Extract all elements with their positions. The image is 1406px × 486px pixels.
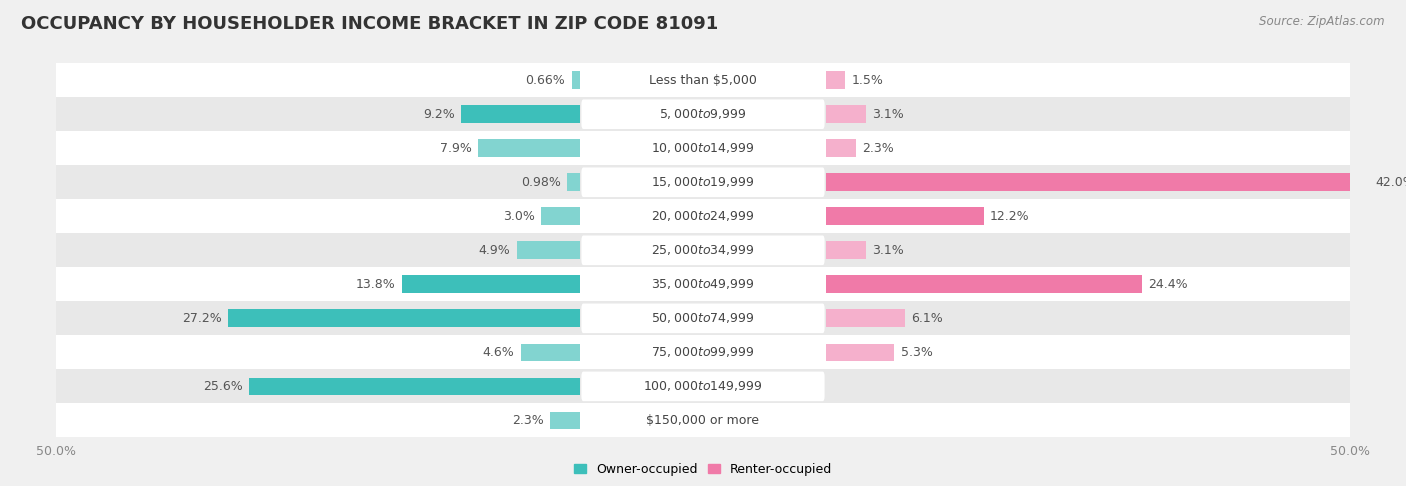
- Text: Source: ZipAtlas.com: Source: ZipAtlas.com: [1260, 15, 1385, 28]
- Text: 13.8%: 13.8%: [356, 278, 395, 291]
- Text: 7.9%: 7.9%: [440, 142, 471, 155]
- Bar: [402, 276, 581, 293]
- Text: 3.0%: 3.0%: [503, 210, 534, 223]
- Bar: [825, 105, 866, 123]
- Text: $75,000 to $99,999: $75,000 to $99,999: [651, 346, 755, 359]
- Text: 9.2%: 9.2%: [423, 108, 454, 121]
- Text: $150,000 or more: $150,000 or more: [647, 414, 759, 427]
- Bar: [56, 63, 1350, 97]
- Text: 12.2%: 12.2%: [990, 210, 1029, 223]
- Text: $15,000 to $19,999: $15,000 to $19,999: [651, 175, 755, 189]
- Text: $100,000 to $149,999: $100,000 to $149,999: [644, 380, 762, 393]
- Legend: Owner-occupied, Renter-occupied: Owner-occupied, Renter-occupied: [574, 463, 832, 476]
- Bar: [520, 344, 581, 361]
- FancyBboxPatch shape: [582, 372, 824, 401]
- Text: 25.6%: 25.6%: [202, 380, 242, 393]
- Text: $25,000 to $34,999: $25,000 to $34,999: [651, 243, 755, 257]
- Bar: [825, 344, 894, 361]
- Bar: [825, 242, 866, 259]
- Text: 4.6%: 4.6%: [482, 346, 515, 359]
- Bar: [56, 165, 1350, 199]
- Text: 3.1%: 3.1%: [873, 244, 904, 257]
- Bar: [825, 310, 905, 327]
- FancyBboxPatch shape: [582, 100, 824, 129]
- Bar: [461, 105, 581, 123]
- FancyBboxPatch shape: [582, 338, 824, 367]
- Bar: [56, 233, 1350, 267]
- Text: $5,000 to $9,999: $5,000 to $9,999: [659, 107, 747, 121]
- Bar: [56, 267, 1350, 301]
- FancyBboxPatch shape: [582, 270, 824, 299]
- Bar: [56, 403, 1350, 437]
- Bar: [517, 242, 581, 259]
- Text: 3.1%: 3.1%: [873, 108, 904, 121]
- Text: $20,000 to $24,999: $20,000 to $24,999: [651, 209, 755, 223]
- Bar: [478, 139, 581, 157]
- Text: Less than $5,000: Less than $5,000: [650, 74, 756, 87]
- Bar: [825, 174, 1369, 191]
- Text: 2.3%: 2.3%: [512, 414, 544, 427]
- Text: $50,000 to $74,999: $50,000 to $74,999: [651, 312, 755, 325]
- Bar: [56, 335, 1350, 369]
- Bar: [568, 174, 581, 191]
- Text: 5.3%: 5.3%: [901, 346, 932, 359]
- Text: 24.4%: 24.4%: [1147, 278, 1188, 291]
- Text: 2.3%: 2.3%: [862, 142, 894, 155]
- FancyBboxPatch shape: [582, 168, 824, 197]
- Bar: [56, 301, 1350, 335]
- FancyBboxPatch shape: [582, 406, 824, 435]
- Text: 0.98%: 0.98%: [522, 176, 561, 189]
- Bar: [825, 139, 856, 157]
- Text: OCCUPANCY BY HOUSEHOLDER INCOME BRACKET IN ZIP CODE 81091: OCCUPANCY BY HOUSEHOLDER INCOME BRACKET …: [21, 15, 718, 33]
- Text: 0.66%: 0.66%: [526, 74, 565, 87]
- Text: $35,000 to $49,999: $35,000 to $49,999: [651, 278, 755, 291]
- Bar: [56, 131, 1350, 165]
- Bar: [825, 71, 845, 89]
- Text: 4.9%: 4.9%: [478, 244, 510, 257]
- Bar: [249, 378, 581, 395]
- Bar: [572, 71, 581, 89]
- Bar: [56, 199, 1350, 233]
- FancyBboxPatch shape: [582, 236, 824, 265]
- Bar: [550, 412, 581, 429]
- Text: 1.5%: 1.5%: [852, 74, 883, 87]
- Text: 27.2%: 27.2%: [181, 312, 222, 325]
- Text: 42.0%: 42.0%: [1375, 176, 1406, 189]
- Bar: [541, 208, 581, 225]
- Bar: [825, 208, 984, 225]
- FancyBboxPatch shape: [582, 134, 824, 163]
- FancyBboxPatch shape: [582, 202, 824, 231]
- FancyBboxPatch shape: [582, 304, 824, 333]
- Text: 6.1%: 6.1%: [911, 312, 943, 325]
- FancyBboxPatch shape: [582, 66, 824, 95]
- Bar: [825, 276, 1142, 293]
- Bar: [228, 310, 581, 327]
- Bar: [56, 369, 1350, 403]
- Bar: [56, 97, 1350, 131]
- Text: $10,000 to $14,999: $10,000 to $14,999: [651, 141, 755, 155]
